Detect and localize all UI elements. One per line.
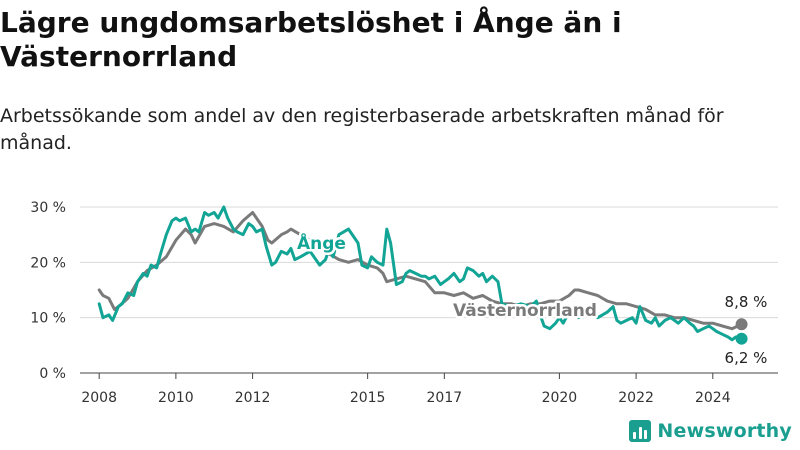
series-label-vasternorrland: Västernorrland xyxy=(453,301,597,321)
bar-chart-icon xyxy=(629,420,652,442)
end-label-ange: 6,2 % xyxy=(725,349,768,367)
x-tick-label: 2015 xyxy=(350,390,386,406)
x-tick-label: 2020 xyxy=(542,390,578,406)
x-tick-label: 2012 xyxy=(235,390,271,406)
series-labels: Ånge Västernorrland 8,8 % 6,2 % xyxy=(295,229,768,368)
y-tick-label: 30 % xyxy=(30,200,66,216)
end-label-vasternorrland: 8,8 % xyxy=(725,293,768,311)
chart-title: Lägre ungdomsarbetslöshet i Ånge än i Vä… xyxy=(0,6,622,73)
y-tick-label: 10 % xyxy=(30,311,66,327)
newsworthy-logo: Newsworthy xyxy=(629,420,792,442)
x-tick-label: 2024 xyxy=(695,390,731,406)
x-axis: 2008 2010 2012 2015 2017 2020 2022 2024 xyxy=(80,372,778,406)
series-line-ange xyxy=(97,205,744,342)
y-tick-label: 20 % xyxy=(30,255,66,271)
x-tick-label: 2010 xyxy=(158,390,194,406)
x-tick-label: 2017 xyxy=(427,390,463,406)
end-point-vasternorrland xyxy=(735,318,748,331)
chart-subtitle: Arbetssökande som andel av den registerb… xyxy=(0,105,724,154)
series-lines xyxy=(97,205,748,345)
brand-name: Newsworthy xyxy=(657,420,792,442)
y-tick-label: 0 % xyxy=(39,366,66,382)
y-axis: 0 % 10 % 20 % 30 % xyxy=(30,200,66,382)
x-tick-label: 2022 xyxy=(618,390,654,406)
x-tick-label: 2008 xyxy=(81,390,117,406)
end-point-ange xyxy=(735,332,748,345)
series-label-ange: Ånge xyxy=(297,231,346,254)
